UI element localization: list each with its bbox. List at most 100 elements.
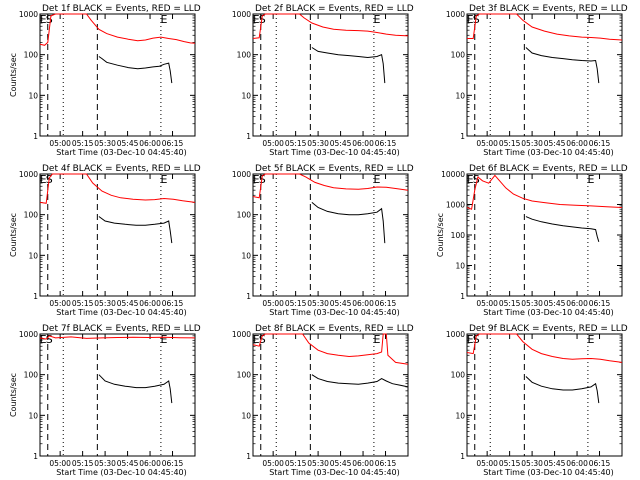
- y-tick-label: 1: [460, 452, 465, 461]
- event-start-marker: E: [253, 13, 260, 26]
- saa-marker: S: [473, 333, 480, 346]
- y-axis-label: Counts/sec: [9, 373, 18, 417]
- saa-marker: S: [259, 333, 266, 346]
- event-end-marker: E: [374, 13, 381, 26]
- x-tick-label: 05:15: [499, 459, 521, 468]
- x-tick-label: 05:45: [330, 299, 352, 308]
- x-tick-label: 06:00: [139, 459, 161, 468]
- y-tick-label: 10: [28, 91, 38, 100]
- x-tick-label: 05:15: [499, 139, 521, 148]
- x-tick-label: 05:15: [72, 459, 94, 468]
- detector-panel-5: Det 5f BLACK = Events, RED = LLD 1 10 100 10…: [232, 164, 414, 317]
- y-tick-label: 10: [455, 262, 465, 271]
- x-tick-label: 05:45: [330, 459, 352, 468]
- series-line-black: [525, 376, 600, 404]
- x-tick-label: 05:30: [307, 299, 329, 308]
- y-tick-label: 100: [237, 371, 252, 380]
- x-tick-label: 05:45: [544, 139, 566, 148]
- series-line-red: [467, 13, 623, 41]
- detector-panel-8: Det 8f BLACK = Events, RED = LLD 1 10 100 10…: [232, 324, 414, 477]
- panel-title: Det 7f BLACK = Events, RED = LLD: [42, 324, 201, 334]
- panel-title: Det 6f BLACK = Events, RED = LLD: [469, 164, 628, 174]
- plot-frame: [252, 13, 409, 137]
- y-tick-label: 10000: [441, 170, 465, 179]
- event-end-marker: E: [588, 173, 595, 186]
- plot-frame: [466, 333, 623, 457]
- x-tick-label: 05:45: [117, 139, 139, 148]
- x-tick-label: 06:15: [589, 299, 611, 308]
- saa-marker: S: [473, 173, 480, 186]
- x-tick-label: 05:30: [94, 299, 116, 308]
- series-line-black: [98, 216, 173, 244]
- series-line-red: [252, 173, 409, 199]
- y-tick-label: 1000: [446, 201, 465, 210]
- event-start-marker: E: [467, 333, 474, 346]
- x-axis-label: Start Time (03-Dec-10 04:45:40): [56, 468, 187, 477]
- x-tick-label: 05:30: [521, 459, 543, 468]
- event-end-marker: E: [588, 333, 595, 346]
- x-tick-label: 05:30: [94, 139, 116, 148]
- y-tick-label: 1000: [446, 330, 465, 339]
- panel-title: Det 8f BLACK = Events, RED = LLD: [255, 324, 414, 334]
- x-tick-label: 05:00: [476, 459, 498, 468]
- saa-marker: S: [259, 173, 266, 186]
- event-start-marker: E: [467, 13, 474, 26]
- event-end-marker: E: [161, 13, 168, 26]
- y-tick-label: 1000: [232, 170, 251, 179]
- event-start-marker: E: [253, 173, 260, 186]
- plot-frame: [466, 13, 623, 137]
- event-end-marker: E: [161, 173, 168, 186]
- y-tick-label: 1000: [232, 330, 251, 339]
- x-axis-label: Start Time (03-Dec-10 04:45:40): [269, 468, 400, 477]
- x-tick-label: 06:15: [375, 139, 397, 148]
- panel-title: Det 4f BLACK = Events, RED = LLD: [42, 164, 201, 174]
- y-tick-label: 100: [451, 371, 466, 380]
- x-tick-label: 05:00: [262, 459, 284, 468]
- y-tick-label: 100: [237, 211, 252, 220]
- x-tick-label: 05:30: [307, 459, 329, 468]
- x-tick-label: 05:45: [117, 299, 139, 308]
- y-tick-label: 100: [451, 231, 466, 240]
- y-axis-label: Counts/sec: [9, 53, 18, 97]
- event-start-marker: E: [253, 333, 260, 346]
- event-end-marker: E: [374, 173, 381, 186]
- y-tick-label: 10: [241, 91, 251, 100]
- x-tick-label: 05:00: [49, 299, 71, 308]
- x-axis-label: Start Time (03-Dec-10 04:45:40): [483, 308, 614, 317]
- saa-marker: S: [46, 333, 53, 346]
- panel-title: Det 5f BLACK = Events, RED = LLD: [255, 164, 414, 174]
- x-tick-label: 05:15: [285, 299, 307, 308]
- x-tick-label: 05:15: [72, 139, 94, 148]
- y-tick-label: 1000: [446, 10, 465, 19]
- series-line-red: [466, 333, 623, 363]
- y-tick-label: 10: [241, 251, 251, 260]
- detector-panel-7: Det 7f BLACK = Events, RED = LLD 1 10 100 10…: [9, 324, 201, 477]
- saa-marker: S: [46, 13, 53, 26]
- x-axis-label: Start Time (03-Dec-10 04:45:40): [269, 308, 400, 317]
- x-tick-label: 06:15: [162, 299, 184, 308]
- x-axis-label: Start Time (03-Dec-10 04:45:40): [483, 468, 614, 477]
- y-tick-label: 10: [455, 91, 465, 100]
- x-tick-label: 06:00: [352, 139, 374, 148]
- series-line-black: [525, 47, 600, 84]
- y-tick-label: 1: [246, 452, 251, 461]
- y-tick-label: 1: [460, 132, 465, 141]
- x-tick-label: 06:00: [352, 459, 374, 468]
- detector-panel-9: Det 9f BLACK = Events, RED = LLD 1 10 100 10…: [446, 324, 628, 477]
- x-tick-label: 05:45: [544, 299, 566, 308]
- series-line-red: [39, 13, 196, 46]
- series-line-red: [252, 13, 409, 39]
- y-tick-label: 1: [33, 292, 38, 301]
- x-axis-label: Start Time (03-Dec-10 04:45:40): [56, 148, 187, 157]
- x-tick-label: 06:00: [566, 459, 588, 468]
- y-tick-label: 1000: [19, 170, 38, 179]
- series-line-black: [311, 202, 386, 244]
- x-tick-label: 06:15: [375, 299, 397, 308]
- detector-panel-1: Det 1f BLACK = Events, RED = LLD 1 10 100 10…: [9, 4, 201, 157]
- y-axis-label: Counts/sec: [436, 213, 445, 257]
- x-tick-label: 05:15: [285, 139, 307, 148]
- x-tick-label: 06:00: [139, 139, 161, 148]
- y-tick-label: 10: [28, 411, 38, 420]
- event-start-marker: E: [40, 173, 47, 186]
